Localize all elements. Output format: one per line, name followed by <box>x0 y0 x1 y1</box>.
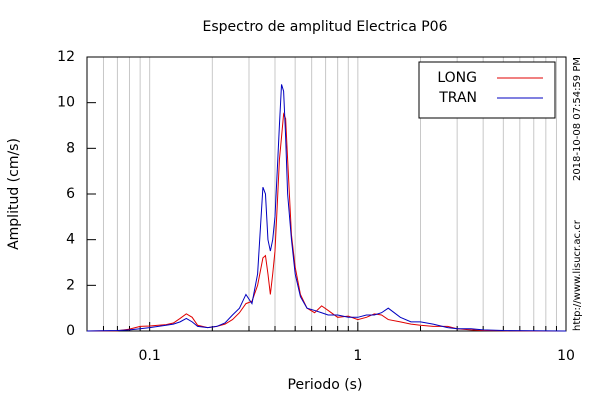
x-tick-label: 1 <box>353 348 362 364</box>
legend-box <box>418 61 556 119</box>
y-tick-label: 0 <box>66 323 75 339</box>
legend-label: LONG <box>437 70 477 86</box>
x-tick-label: 10 <box>557 348 575 364</box>
series-line <box>86 84 567 332</box>
y-tick-label: 6 <box>66 186 75 202</box>
y-tick-label: 4 <box>66 232 75 248</box>
y-tick-label: 12 <box>57 49 75 65</box>
y-tick-label: 10 <box>57 95 75 111</box>
x-axis-label: Periodo (s) <box>288 377 363 393</box>
series-line <box>86 112 566 332</box>
legend-label: TRAN <box>438 90 477 106</box>
y-tick-label: 2 <box>66 277 75 293</box>
timestamp: 2018-10-08 07:54:59 PM <box>572 57 583 181</box>
y-tick-label: 8 <box>66 140 75 156</box>
plot-frame <box>86 56 567 332</box>
url: http://www.lisucr.ac.cr <box>572 219 583 331</box>
chart-title: Espectro de amplitud Electrica P06 <box>203 19 448 35</box>
y-axis-label: Amplitud (cm/s) <box>6 138 22 250</box>
x-tick-label: 0.1 <box>139 348 161 364</box>
